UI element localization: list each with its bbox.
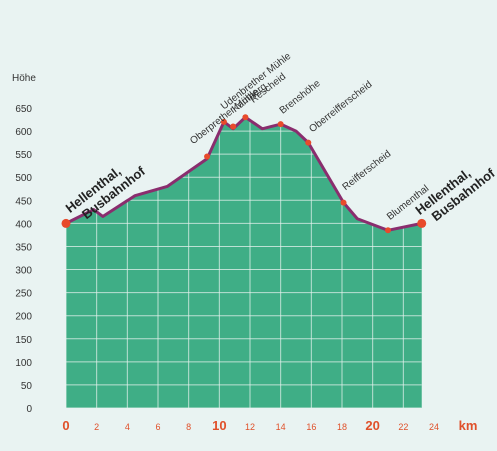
waypoint-marker [305,139,312,146]
waypoint-label-line1: Reifferscheid [341,148,394,192]
line-layer [61,114,427,234]
waypoint-marker [277,121,284,128]
y-tick-label: 100 [15,358,32,369]
x-tick-label: 2 [94,422,99,432]
waypoint-marker [242,114,249,121]
x-tick-label: 10 [212,418,226,433]
waypoint-marker [417,218,427,228]
waypoint-label: Reifferscheid [341,148,394,192]
x-tick-label: 12 [245,422,255,432]
elevation-area [66,117,422,408]
elevation-line [65,115,423,232]
x-tick-label: 0 [62,418,69,433]
y-tick-label: 350 [15,242,32,253]
y-tick-label: 550 [15,150,32,161]
x-tick-label: 14 [276,422,286,432]
y-tick-label: 500 [15,173,32,184]
y-tick-label: 50 [21,381,33,392]
y-tick-label: 0 [26,404,32,415]
y-tick-label: 450 [15,196,32,207]
axes-layer: 050100150200250300350400450500550600650H… [12,73,477,433]
y-tick-label: 400 [15,219,32,230]
waypoint-marker [61,218,71,228]
y-tick-label: 650 [15,104,32,115]
x-tick-label: 18 [337,422,347,432]
x-tick-label: 22 [398,422,408,432]
y-tick-label: 200 [15,312,32,323]
waypoint-marker [385,227,391,234]
waypoint-marker [220,118,227,125]
waypoint-marker [204,153,211,160]
x-tick-label: 20 [365,418,379,433]
y-tick-label: 300 [15,266,32,277]
x-tick-label: 24 [429,422,439,432]
y-tick-label: 150 [15,335,32,346]
x-tick-label: 4 [125,422,130,432]
y-tick-label: 600 [15,127,32,138]
x-tick-label: 16 [306,422,316,432]
y-axis-label: Höhe [12,73,36,84]
area-layer [66,117,422,408]
waypoint-label-line1: Brenshöhe [278,78,323,117]
y-tick-label: 250 [15,289,32,300]
waypoint-marker [230,123,237,130]
waypoint-marker [340,199,347,206]
x-tick-label: 8 [186,422,191,432]
x-axis-unit: km [459,418,478,433]
waypoint-label: Brenshöhe [278,78,323,117]
x-tick-label: 6 [155,422,160,432]
